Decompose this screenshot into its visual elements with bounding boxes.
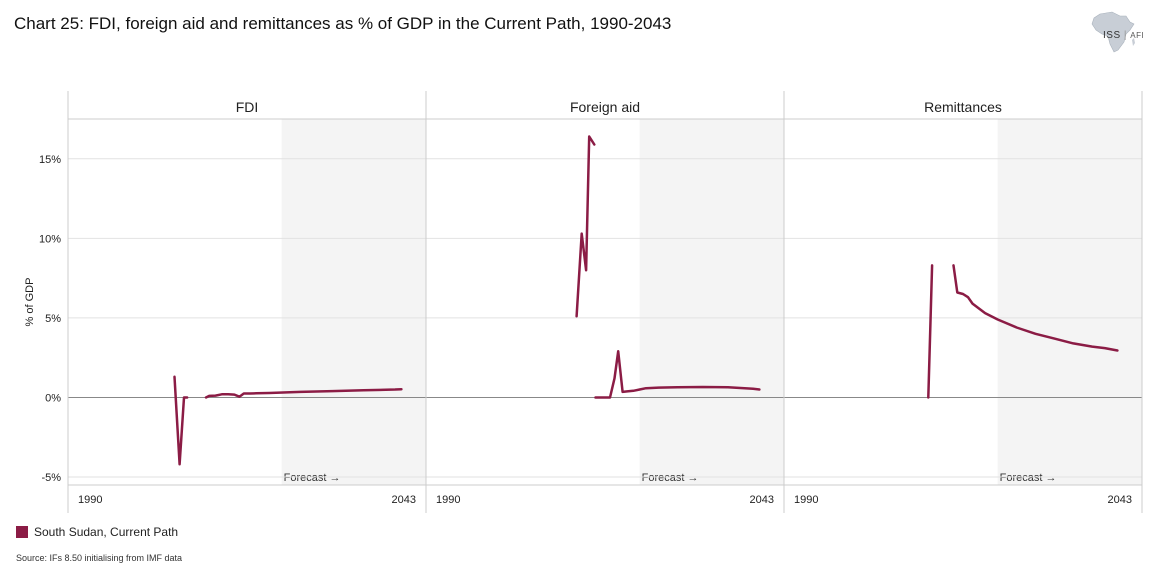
series-line xyxy=(575,135,596,318)
legend-swatch xyxy=(16,526,28,538)
series-line xyxy=(952,264,1119,352)
x-tick-label: 1990 xyxy=(794,494,818,506)
panel-title: Remittances xyxy=(924,99,1002,115)
series-line xyxy=(173,375,189,466)
y-tick-label: 15% xyxy=(39,154,61,166)
x-tick-label: 1990 xyxy=(436,494,460,506)
forecast-label: Forecast → xyxy=(284,472,341,484)
source-note: Source: IFs 8.50 initialising from IMF d… xyxy=(16,553,183,563)
forecast-label: Forecast → xyxy=(1000,472,1057,484)
panel-title: Foreign aid xyxy=(570,99,640,115)
x-tick-label: 2043 xyxy=(750,494,774,506)
y-tick-label: 0% xyxy=(45,392,61,404)
logo-sub: AFI xyxy=(1130,31,1145,40)
africa-map-icon xyxy=(1091,11,1135,53)
panel-title: FDI xyxy=(236,99,259,115)
x-tick-label: 2043 xyxy=(392,494,416,506)
chart-title: Chart 25: FDI, foreign aid and remittanc… xyxy=(14,14,672,33)
logo-main: ISS xyxy=(1103,30,1121,41)
chart-area: FDI Forecast → 1990 2043 Foreign aid Forecast… xyxy=(24,91,1143,513)
forecast-band xyxy=(639,119,784,485)
forecast-band xyxy=(997,119,1142,485)
x-tick-label: 2043 xyxy=(1108,494,1132,506)
legend-label: South Sudan, Current Path xyxy=(34,525,179,539)
y-tick-label: 5% xyxy=(45,313,61,325)
forecast-label: Forecast → xyxy=(642,472,699,484)
legend: South Sudan, Current Path xyxy=(16,525,178,539)
y-tick-label: -5% xyxy=(41,472,61,484)
y-axis-label: % of GDP xyxy=(24,278,36,327)
forecast-band xyxy=(281,119,426,485)
x-tick-label: 1990 xyxy=(78,494,102,506)
series-line xyxy=(594,350,761,399)
y-tick-label: 10% xyxy=(39,233,61,245)
series-line xyxy=(927,264,934,399)
logo-text: ISS | AFI xyxy=(1103,30,1145,41)
series-line xyxy=(204,387,403,399)
